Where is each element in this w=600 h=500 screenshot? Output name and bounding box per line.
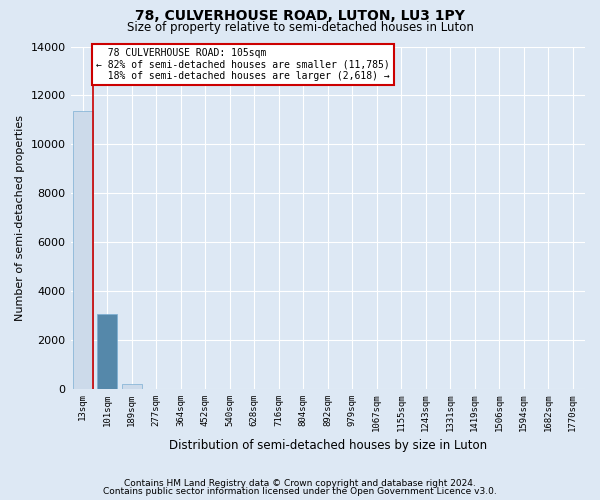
Text: Contains HM Land Registry data © Crown copyright and database right 2024.: Contains HM Land Registry data © Crown c… [124, 478, 476, 488]
Text: 78, CULVERHOUSE ROAD, LUTON, LU3 1PY: 78, CULVERHOUSE ROAD, LUTON, LU3 1PY [135, 9, 465, 23]
X-axis label: Distribution of semi-detached houses by size in Luton: Distribution of semi-detached houses by … [169, 440, 487, 452]
Y-axis label: Number of semi-detached properties: Number of semi-detached properties [15, 114, 25, 320]
Text: 78 CULVERHOUSE ROAD: 105sqm
← 82% of semi-detached houses are smaller (11,785)
 : 78 CULVERHOUSE ROAD: 105sqm ← 82% of sem… [96, 48, 390, 82]
Text: Contains public sector information licensed under the Open Government Licence v3: Contains public sector information licen… [103, 487, 497, 496]
Bar [73, 112, 92, 388]
Bar [97, 314, 117, 388]
Text: Size of property relative to semi-detached houses in Luton: Size of property relative to semi-detach… [127, 21, 473, 34]
Bar [122, 384, 142, 388]
